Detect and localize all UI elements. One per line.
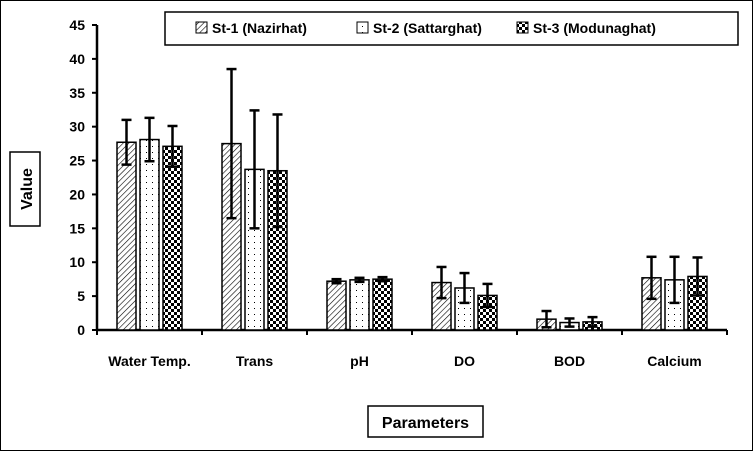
bar-2	[139, 138, 160, 331]
x-tick-label: DO	[454, 353, 475, 369]
bar-2	[349, 279, 370, 331]
y-tick-label: 0	[77, 322, 85, 338]
y-tick-label: 45	[69, 17, 85, 33]
x-tick-label: Water Temp.	[108, 353, 190, 369]
y-tick-label: 25	[69, 153, 85, 169]
bar-3	[162, 145, 183, 331]
legend-swatch-2	[356, 21, 369, 34]
y-tick-label: 30	[69, 119, 85, 135]
y-tick-label: 5	[77, 288, 85, 304]
x-axis-label-box	[367, 405, 484, 438]
legend-label-2: St-2 (Sattarghat)	[373, 20, 482, 36]
y-tick-label: 35	[69, 85, 85, 101]
legend-label-3: St-3 (Modunaghat)	[533, 20, 656, 36]
y-tick-label: 15	[69, 220, 85, 236]
x-tick-label: BOD	[554, 353, 585, 369]
y-tick-label: 20	[69, 186, 85, 202]
bar-1	[116, 141, 137, 331]
legend-box	[164, 11, 739, 46]
y-tick-label: 40	[69, 51, 85, 67]
legend-swatch-3	[516, 21, 529, 34]
y-axis-label-box	[9, 151, 41, 227]
legend-swatch-1	[195, 21, 208, 34]
x-tick-label: Calcium	[647, 353, 701, 369]
legend-label-1: St-1 (Nazirhat)	[212, 20, 307, 36]
x-axis-label: Parameters	[382, 415, 469, 432]
bar-1	[326, 280, 347, 331]
x-tick-label: pH	[350, 353, 369, 369]
bar-3	[372, 278, 393, 331]
x-tick-label: Trans	[236, 353, 274, 369]
y-tick-label: 10	[69, 254, 85, 270]
y-axis-label: Value	[19, 168, 36, 210]
